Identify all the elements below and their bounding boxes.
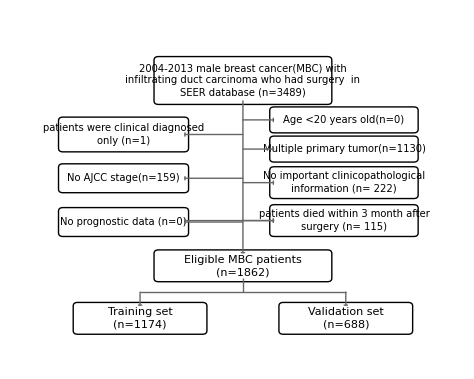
Text: patients died within 3 month after
surgery (n= 115): patients died within 3 month after surge… bbox=[258, 209, 429, 232]
FancyBboxPatch shape bbox=[270, 205, 418, 236]
FancyBboxPatch shape bbox=[73, 302, 207, 334]
FancyBboxPatch shape bbox=[279, 302, 413, 334]
FancyBboxPatch shape bbox=[270, 107, 418, 133]
FancyBboxPatch shape bbox=[58, 208, 189, 236]
Text: Validation set
(n=688): Validation set (n=688) bbox=[308, 307, 383, 330]
Text: Multiple primary tumor(n=1130): Multiple primary tumor(n=1130) bbox=[263, 144, 425, 154]
Text: Eligible MBC patients
(n=1862): Eligible MBC patients (n=1862) bbox=[184, 255, 302, 277]
Text: No prognostic data (n=0): No prognostic data (n=0) bbox=[60, 217, 187, 227]
Text: Age <20 years old(n=0): Age <20 years old(n=0) bbox=[283, 115, 404, 125]
Text: No AJCC stage(n=159): No AJCC stage(n=159) bbox=[67, 173, 180, 183]
FancyBboxPatch shape bbox=[270, 167, 418, 199]
FancyBboxPatch shape bbox=[58, 117, 189, 152]
Text: 2004-2013 male breast cancer(MBC) with
infiltrating duct carcinoma who had surge: 2004-2013 male breast cancer(MBC) with i… bbox=[126, 63, 360, 98]
FancyBboxPatch shape bbox=[154, 250, 332, 282]
FancyBboxPatch shape bbox=[154, 56, 332, 105]
Text: No important clinicopathological
information (n= 222): No important clinicopathological informa… bbox=[263, 171, 425, 194]
Text: Training set
(n=1174): Training set (n=1174) bbox=[108, 307, 173, 330]
FancyBboxPatch shape bbox=[58, 164, 189, 193]
Text: patients were clinical diagnosed
only (n=1): patients were clinical diagnosed only (n… bbox=[43, 123, 204, 146]
FancyBboxPatch shape bbox=[270, 136, 418, 162]
